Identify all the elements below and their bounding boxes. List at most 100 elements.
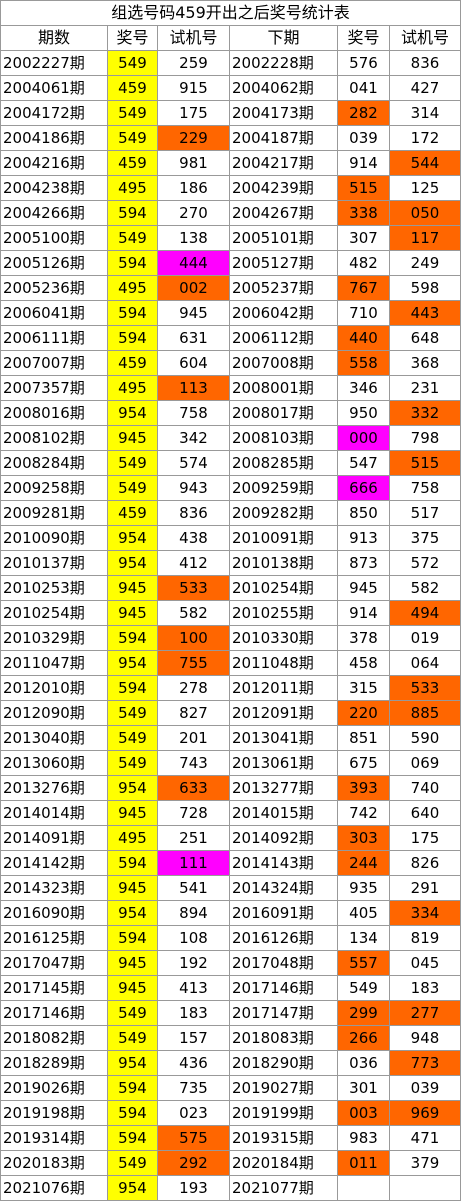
issue-cell: 2014092期	[230, 826, 338, 851]
number-cell: 440	[338, 326, 390, 351]
number-cell: 758	[390, 476, 461, 501]
issue-cell: 2004239期	[230, 176, 338, 201]
number-cell: 735	[158, 1076, 230, 1101]
number-cell: 594	[108, 201, 158, 226]
number-cell: 945	[108, 801, 158, 826]
issue-cell: 2013041期	[230, 726, 338, 751]
issue-cell: 2012011期	[230, 676, 338, 701]
number-cell: 755	[158, 651, 230, 676]
number-cell: 494	[390, 601, 461, 626]
issue-cell: 2014142期	[1, 851, 108, 876]
number-cell: 000	[338, 426, 390, 451]
issue-cell: 2004187期	[230, 126, 338, 151]
number-cell	[338, 1176, 390, 1201]
number-cell: 113	[158, 376, 230, 401]
number-cell: 157	[158, 1026, 230, 1051]
issue-cell: 2017146期	[1, 1001, 108, 1026]
number-cell: 413	[158, 976, 230, 1001]
number-cell: 945	[108, 951, 158, 976]
number-cell: 574	[158, 451, 230, 476]
number-cell: 954	[108, 776, 158, 801]
issue-cell: 2007008期	[230, 351, 338, 376]
number-cell: 334	[390, 901, 461, 926]
number-cell: 019	[390, 626, 461, 651]
number-cell: 549	[108, 476, 158, 501]
number-cell: 594	[108, 626, 158, 651]
issue-cell: 2019199期	[230, 1101, 338, 1126]
number-cell: 758	[158, 401, 230, 426]
issue-cell: 2013060期	[1, 751, 108, 776]
number-cell: 798	[390, 426, 461, 451]
number-cell: 582	[158, 601, 230, 626]
issue-cell: 2014323期	[1, 876, 108, 901]
number-cell: 594	[108, 326, 158, 351]
number-cell: 594	[108, 1101, 158, 1126]
issue-cell: 2016091期	[230, 901, 338, 926]
issue-cell: 2008001期	[230, 376, 338, 401]
issue-cell: 2017147期	[230, 1001, 338, 1026]
issue-cell: 2013276期	[1, 776, 108, 801]
number-cell: 549	[108, 51, 158, 76]
number-cell: 266	[338, 1026, 390, 1051]
number-cell: 368	[390, 351, 461, 376]
number-cell: 981	[158, 151, 230, 176]
number-cell: 375	[390, 526, 461, 551]
issue-cell: 2004062期	[230, 76, 338, 101]
number-cell: 193	[158, 1176, 230, 1201]
issue-cell: 2013040期	[1, 726, 108, 751]
number-cell: 346	[338, 376, 390, 401]
issue-cell: 2018083期	[230, 1026, 338, 1051]
number-cell: 850	[338, 501, 390, 526]
number-cell: 183	[158, 1001, 230, 1026]
number-cell: 100	[158, 626, 230, 651]
number-cell: 549	[108, 126, 158, 151]
number-cell: 954	[108, 901, 158, 926]
header-cell: 期数	[1, 26, 108, 51]
issue-cell: 2012091期	[230, 701, 338, 726]
number-cell: 412	[158, 551, 230, 576]
issue-cell: 2020183期	[1, 1151, 108, 1176]
number-cell: 172	[390, 126, 461, 151]
number-cell: 948	[390, 1026, 461, 1051]
number-cell: 303	[338, 826, 390, 851]
issue-cell: 2008285期	[230, 451, 338, 476]
number-cell: 459	[108, 351, 158, 376]
number-cell: 594	[108, 676, 158, 701]
issue-cell: 2004172期	[1, 101, 108, 126]
number-cell: 259	[158, 51, 230, 76]
number-cell: 836	[390, 51, 461, 76]
number-cell: 915	[158, 76, 230, 101]
issue-cell: 2004266期	[1, 201, 108, 226]
number-cell: 495	[108, 826, 158, 851]
number-cell: 549	[338, 976, 390, 1001]
number-cell: 954	[108, 1176, 158, 1201]
number-cell: 282	[338, 101, 390, 126]
number-cell: 675	[338, 751, 390, 776]
number-cell: 332	[390, 401, 461, 426]
number-cell: 885	[390, 701, 461, 726]
issue-cell: 2004238期	[1, 176, 108, 201]
issue-cell: 2009258期	[1, 476, 108, 501]
issue-cell: 2019198期	[1, 1101, 108, 1126]
issue-cell: 2016126期	[230, 926, 338, 951]
number-cell: 175	[158, 101, 230, 126]
number-cell: 894	[158, 901, 230, 926]
number-cell: 482	[338, 251, 390, 276]
number-cell: 231	[390, 376, 461, 401]
number-cell: 278	[158, 676, 230, 701]
issue-cell: 2010254期	[1, 601, 108, 626]
number-cell: 045	[390, 951, 461, 976]
issue-cell: 2010090期	[1, 526, 108, 551]
number-cell: 427	[390, 76, 461, 101]
number-cell: 443	[390, 301, 461, 326]
header-cell: 奖号	[338, 26, 390, 51]
number-cell: 935	[338, 876, 390, 901]
number-cell: 050	[390, 201, 461, 226]
number-cell: 315	[338, 676, 390, 701]
number-cell: 220	[338, 701, 390, 726]
number-cell: 549	[108, 701, 158, 726]
issue-cell: 2011047期	[1, 651, 108, 676]
number-cell: 773	[390, 1051, 461, 1076]
number-cell: 251	[158, 826, 230, 851]
